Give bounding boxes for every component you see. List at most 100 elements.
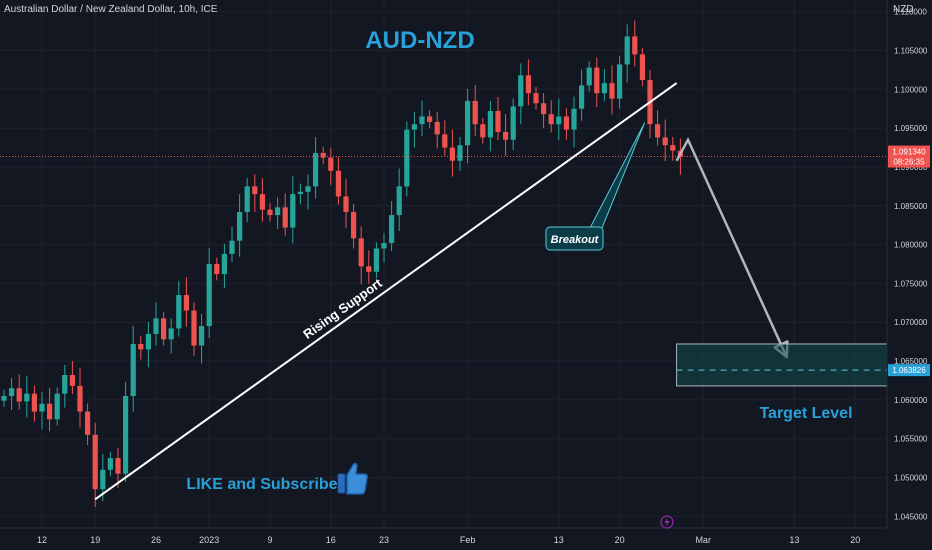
candle-body	[328, 157, 334, 171]
candle-body	[153, 318, 159, 334]
candle-body	[594, 67, 600, 94]
candle-body	[176, 295, 182, 329]
candle-body	[183, 295, 189, 311]
time-tick-label: 23	[379, 535, 389, 545]
candle	[69, 361, 75, 395]
candle-body	[244, 186, 250, 212]
candle-body	[617, 64, 623, 99]
candle-body	[434, 121, 440, 135]
candle-body	[229, 240, 235, 254]
candle-body	[297, 191, 303, 195]
candle-body	[472, 100, 478, 125]
candle	[145, 321, 151, 368]
svg-text:1.091340: 1.091340	[892, 148, 926, 157]
candle-body	[525, 75, 531, 94]
candle	[39, 391, 45, 430]
candle-body	[69, 375, 75, 386]
candle-body	[662, 137, 668, 146]
candle-body	[632, 36, 638, 55]
candle-body	[267, 209, 273, 216]
candle-body	[161, 318, 167, 340]
candle-body	[389, 215, 395, 244]
candle	[328, 147, 334, 185]
candle-body	[419, 116, 425, 125]
breakout-callout-box[interactable]	[545, 226, 604, 251]
time-tick-label: Feb	[460, 535, 476, 545]
candle	[632, 20, 638, 67]
target-level-label: Target Level	[759, 405, 852, 422]
candle	[229, 226, 235, 263]
candle	[259, 178, 265, 222]
candle	[107, 451, 113, 476]
candle	[47, 387, 53, 432]
candle-body	[31, 393, 37, 412]
candle-body	[609, 83, 615, 99]
candle	[123, 382, 129, 482]
candle	[411, 112, 417, 148]
candle-body	[358, 238, 364, 267]
chart-title: AUD-NZD	[365, 27, 474, 54]
candle	[252, 174, 258, 212]
forecast-arrow[interactable]	[675, 136, 788, 358]
candle	[267, 203, 273, 222]
candle	[366, 250, 372, 284]
candle	[639, 48, 645, 87]
candle-body	[214, 264, 220, 275]
candle-body	[639, 54, 645, 80]
candle	[556, 98, 562, 141]
time-axis[interactable]: 12 19 26 2023 9 16 23 Feb 13 20 Mar 13 20	[37, 535, 860, 545]
candle-body	[579, 85, 585, 109]
candle	[9, 378, 15, 410]
candle-body	[548, 114, 554, 125]
candle-body	[480, 124, 486, 138]
symbol-info: Australian Dollar / New Zealand Dollar, …	[4, 4, 218, 15]
time-tick-label: 16	[326, 535, 336, 545]
price-tick-label: 1.065000	[894, 357, 928, 366]
candle-body	[655, 124, 661, 138]
candle	[153, 302, 159, 346]
candle	[465, 88, 471, 164]
candle-body	[404, 129, 410, 187]
candle-body	[449, 147, 455, 161]
time-tick-label: 26	[151, 535, 161, 545]
candle	[206, 248, 212, 339]
candle-body	[252, 186, 258, 195]
candle-body	[77, 385, 83, 412]
candle-body	[366, 266, 372, 272]
candle	[62, 364, 68, 408]
lightning-icon[interactable]	[660, 515, 674, 529]
candle-body	[138, 343, 144, 350]
candle	[579, 69, 585, 121]
time-tick-label: 13	[789, 535, 799, 545]
candle	[503, 114, 509, 156]
price-tick-label: 1.100000	[894, 85, 928, 94]
candle	[199, 314, 205, 364]
candle-body	[442, 134, 448, 148]
price-tick-label: 1.080000	[894, 241, 928, 250]
candle-body	[107, 458, 113, 470]
candle	[586, 61, 592, 92]
rising-support-line[interactable]	[94, 82, 678, 501]
last-price-tag: 1.091340 08:26:35	[888, 145, 930, 168]
candle	[168, 318, 174, 354]
candle	[662, 119, 668, 162]
candle	[115, 448, 121, 488]
candle-body	[24, 393, 30, 402]
candle	[221, 243, 227, 289]
candle-body	[343, 196, 349, 212]
candle	[617, 56, 623, 109]
candle	[290, 176, 296, 244]
candle	[92, 422, 98, 508]
candle	[77, 368, 83, 428]
candle	[518, 63, 524, 125]
candle	[130, 326, 136, 412]
time-tick-label: 9	[267, 535, 272, 545]
currency-label: NZD	[893, 4, 914, 15]
candle-body	[290, 194, 296, 228]
target-zone[interactable]	[676, 343, 888, 387]
time-tick-label: 20	[615, 535, 625, 545]
candle	[571, 96, 577, 148]
candle-body	[47, 403, 53, 420]
candle	[313, 137, 319, 199]
